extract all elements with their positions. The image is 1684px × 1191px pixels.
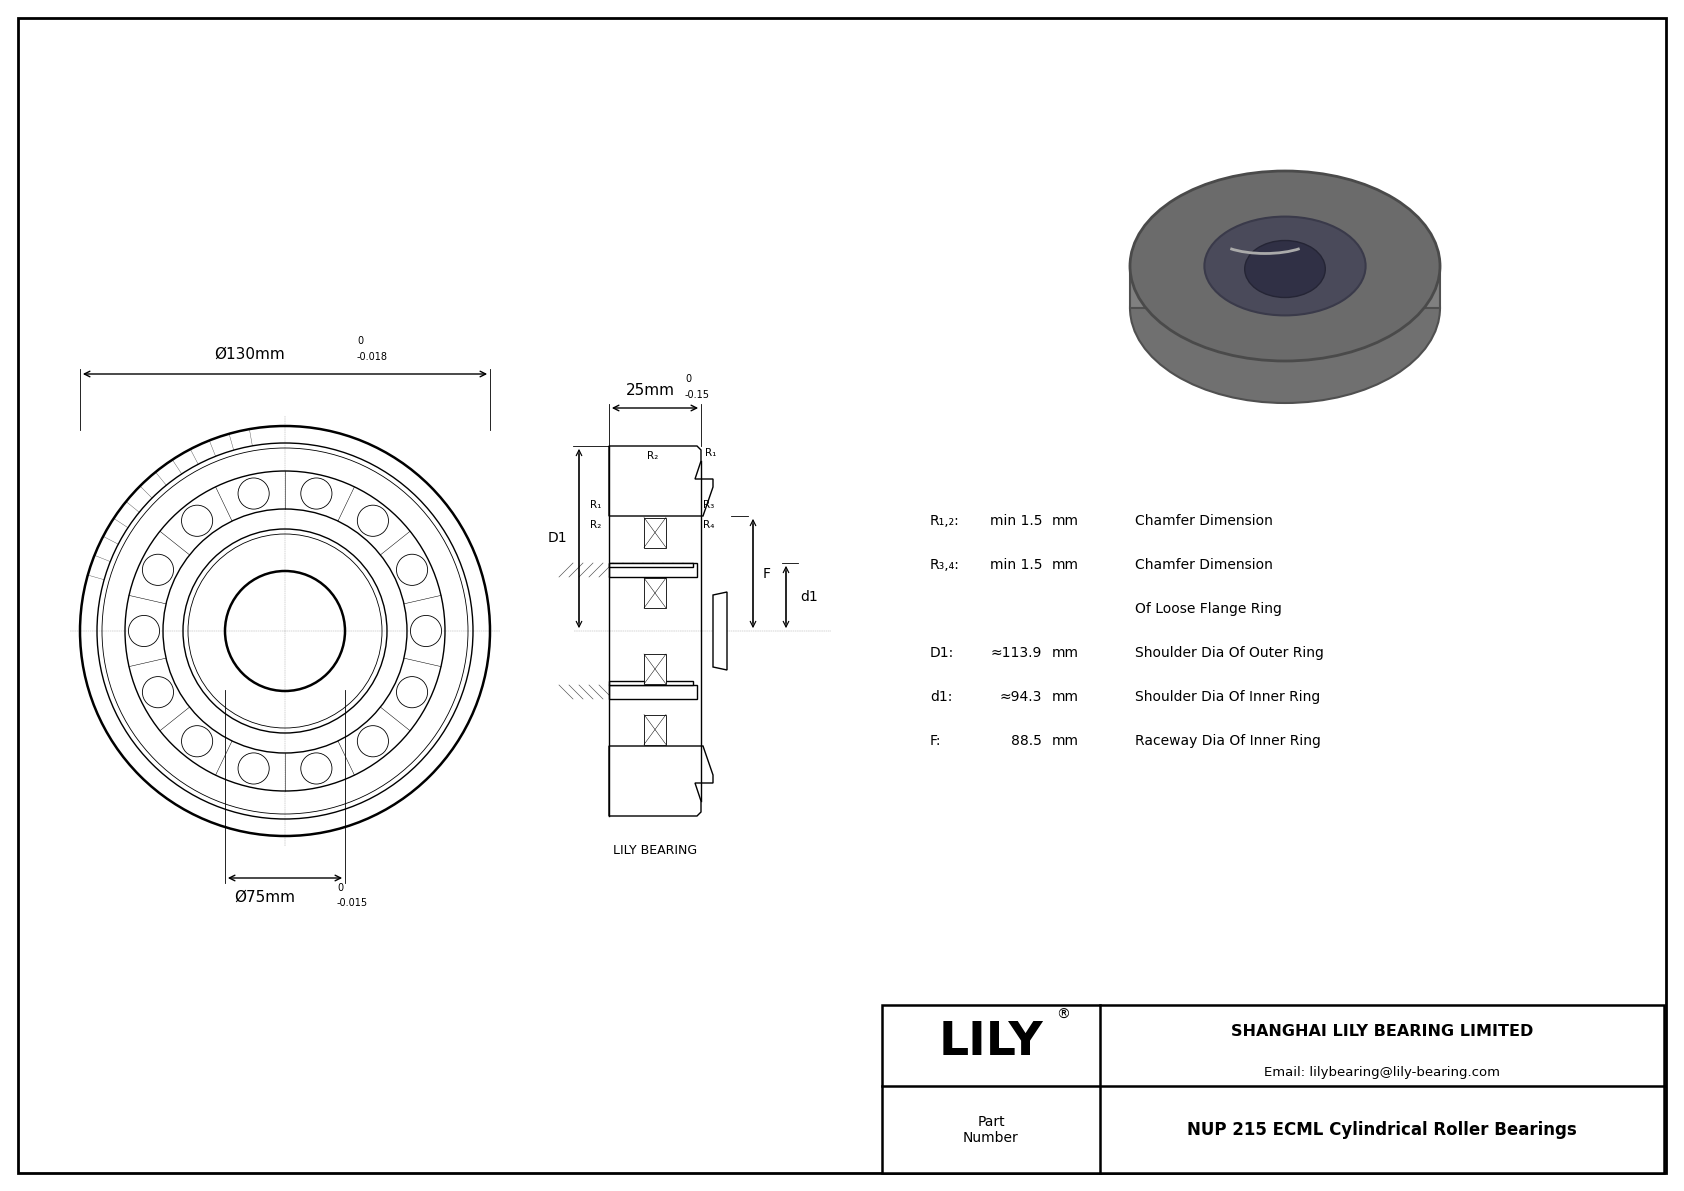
Polygon shape (712, 592, 727, 671)
Text: 0: 0 (357, 336, 364, 347)
Circle shape (411, 616, 441, 647)
Text: d1:: d1: (930, 690, 953, 704)
Circle shape (237, 478, 269, 509)
Text: min 1.5: min 1.5 (990, 515, 1042, 528)
Ellipse shape (1130, 172, 1440, 361)
Bar (643, 715, 665, 744)
Ellipse shape (1130, 213, 1440, 403)
Text: R₂: R₂ (647, 451, 658, 461)
Bar (610, 563, 694, 567)
Text: min 1.5: min 1.5 (990, 559, 1042, 572)
Text: D1:: D1: (930, 646, 955, 660)
Text: Chamfer Dimension: Chamfer Dimension (1135, 515, 1273, 528)
Text: Part
Number: Part Number (963, 1115, 1019, 1146)
Text: Raceway Dia Of Inner Ring: Raceway Dia Of Inner Ring (1135, 734, 1320, 748)
Circle shape (182, 725, 212, 756)
Circle shape (357, 505, 389, 536)
Circle shape (143, 554, 173, 586)
Polygon shape (610, 445, 712, 516)
Text: mm: mm (1052, 559, 1079, 572)
Text: Shoulder Dia Of Inner Ring: Shoulder Dia Of Inner Ring (1135, 690, 1320, 704)
Circle shape (237, 753, 269, 784)
Bar (610, 681, 694, 685)
Text: -0.15: -0.15 (685, 389, 711, 400)
Text: Of Loose Flange Ring: Of Loose Flange Ring (1135, 601, 1282, 616)
Circle shape (396, 676, 428, 707)
Text: F: F (763, 567, 771, 580)
Bar (882, 1005, 1664, 1173)
Text: Ø75mm: Ø75mm (234, 890, 295, 905)
Text: R₄: R₄ (702, 520, 714, 530)
Text: 0: 0 (685, 374, 690, 384)
Bar (643, 518, 665, 548)
Text: mm: mm (1052, 734, 1079, 748)
Text: LILY BEARING: LILY BEARING (613, 844, 697, 858)
Bar (643, 578, 665, 607)
Circle shape (357, 725, 389, 756)
Text: R₂: R₂ (589, 520, 601, 530)
Bar (610, 563, 697, 576)
Bar (643, 654, 665, 684)
Text: R₁,₂:: R₁,₂: (930, 515, 960, 528)
Text: SHANGHAI LILY BEARING LIMITED: SHANGHAI LILY BEARING LIMITED (1231, 1024, 1532, 1040)
Text: LILY: LILY (938, 1021, 1044, 1065)
Polygon shape (610, 746, 712, 816)
Ellipse shape (1244, 241, 1325, 298)
Text: mm: mm (1052, 690, 1079, 704)
Circle shape (301, 753, 332, 784)
Text: F:: F: (930, 734, 941, 748)
Text: ®: ® (1056, 1008, 1069, 1022)
Text: 88.5: 88.5 (1010, 734, 1042, 748)
Circle shape (128, 616, 160, 647)
Text: NUP 215 ECML Cylindrical Roller Bearings: NUP 215 ECML Cylindrical Roller Bearings (1187, 1121, 1576, 1139)
Ellipse shape (1204, 217, 1366, 316)
Text: -0.018: -0.018 (357, 353, 387, 362)
Text: D1: D1 (547, 531, 568, 545)
Polygon shape (1130, 266, 1440, 308)
Text: R₃,₄:: R₃,₄: (930, 559, 960, 572)
Text: R₁: R₁ (706, 448, 716, 459)
Bar (610, 685, 697, 699)
Text: d1: d1 (800, 590, 818, 604)
Text: Chamfer Dimension: Chamfer Dimension (1135, 559, 1273, 572)
Text: ≈113.9: ≈113.9 (990, 646, 1042, 660)
Text: -0.015: -0.015 (337, 898, 369, 908)
Text: Email: lilybearing@lily-bearing.com: Email: lilybearing@lily-bearing.com (1265, 1066, 1500, 1079)
Text: mm: mm (1052, 646, 1079, 660)
Circle shape (301, 478, 332, 509)
Text: R₁: R₁ (589, 500, 601, 510)
Circle shape (182, 505, 212, 536)
Text: R₃: R₃ (702, 500, 714, 510)
Text: 0: 0 (337, 883, 344, 893)
Text: ≈94.3: ≈94.3 (1000, 690, 1042, 704)
Text: Shoulder Dia Of Outer Ring: Shoulder Dia Of Outer Ring (1135, 646, 1324, 660)
Text: mm: mm (1052, 515, 1079, 528)
Circle shape (143, 676, 173, 707)
Text: Ø130mm: Ø130mm (214, 347, 285, 362)
Circle shape (396, 554, 428, 586)
Text: 25mm: 25mm (625, 384, 675, 398)
